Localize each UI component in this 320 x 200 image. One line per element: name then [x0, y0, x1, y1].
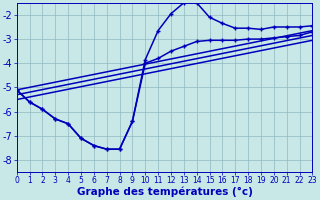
X-axis label: Graphe des températures (°c): Graphe des températures (°c) [76, 187, 252, 197]
